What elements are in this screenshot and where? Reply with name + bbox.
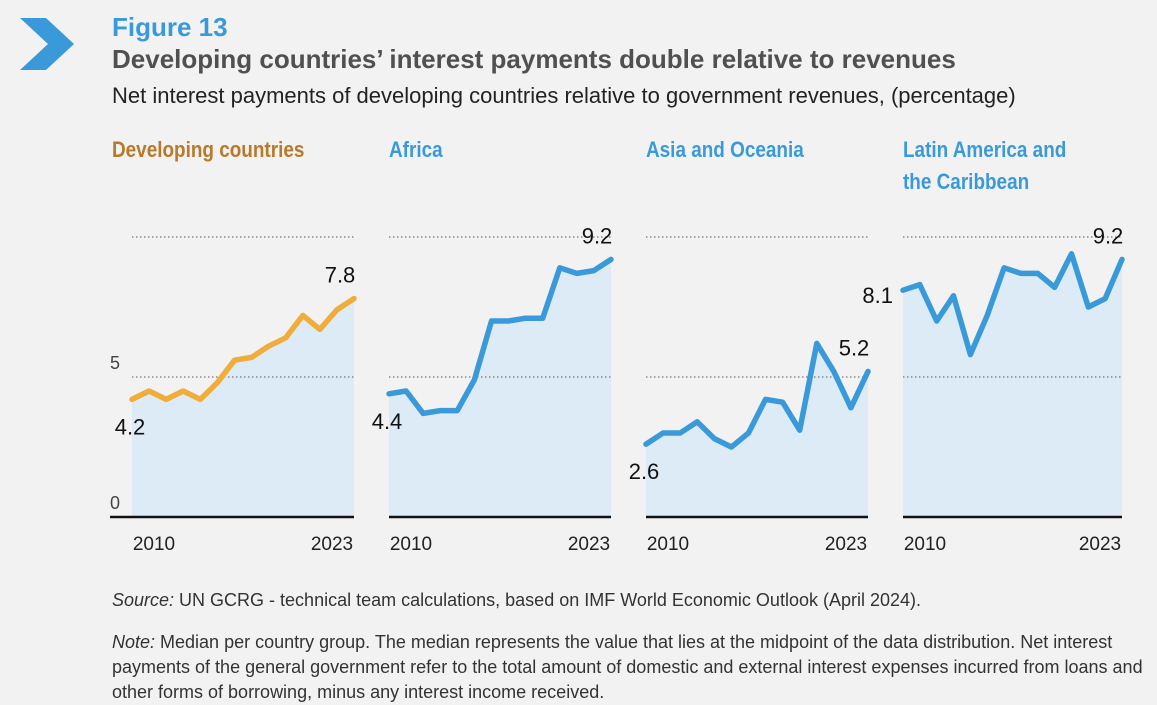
- panel-title-africa: Africa: [389, 134, 443, 166]
- x-tick-label: 2023: [311, 534, 353, 555]
- chevron-right-icon: [20, 18, 74, 70]
- x-tick-label: 2023: [568, 534, 610, 555]
- x-tick-label: 2023: [825, 534, 867, 555]
- series-area: [389, 259, 611, 517]
- series-area: [646, 343, 868, 517]
- panel-title-line: Latin America and: [903, 137, 1067, 162]
- source-text: UN GCRG - technical team calculations, b…: [174, 590, 922, 610]
- series-line: [643, 340, 871, 450]
- series-line: [386, 256, 614, 417]
- y-tick-label: 5: [110, 353, 120, 373]
- start-value-label: 2.6: [629, 459, 660, 484]
- series-area: [903, 253, 1122, 518]
- panel-title-line: Asia and Oceania: [646, 137, 804, 162]
- x-tick-label: 2010: [390, 534, 432, 555]
- end-value-label: 5.2: [839, 335, 870, 360]
- small-multiples-chart: 2010 2023 4.2 7.8 2010 2023 4.4 9.2 2010 2023 2.6 5…: [110, 223, 1125, 555]
- start-value-label: 8.1: [862, 283, 893, 308]
- panel-title-line: Africa: [389, 137, 443, 162]
- end-value-label: 9.2: [1093, 223, 1124, 248]
- figure-title: Developing countries’ interest payments …: [112, 44, 956, 74]
- x-tick-label: 2010: [904, 534, 946, 555]
- note-label: Note:: [112, 632, 156, 652]
- footnote: Note: Median per country group. The medi…: [112, 630, 1147, 705]
- end-value-label: 9.2: [582, 223, 613, 248]
- start-value-label: 4.4: [372, 409, 403, 434]
- panel-title-line: the Caribbean: [903, 169, 1030, 194]
- source-label: Source:: [112, 590, 175, 610]
- x-tick-label: 2010: [647, 534, 689, 555]
- panel-title-line: Developing countries: [112, 137, 305, 162]
- y-tick-label: 0: [110, 493, 120, 513]
- source-note: Source: UN GCRG - technical team calcula…: [112, 588, 1147, 613]
- panel-title-latam: Latin America and the Caribbean: [903, 134, 1066, 198]
- x-tick-label: 2023: [1079, 534, 1121, 555]
- panel-title-developing: Developing countries: [112, 134, 304, 166]
- panel-title-asia: Asia and Oceania: [646, 134, 804, 166]
- note-text: Median per country group. The median rep…: [112, 632, 1143, 702]
- start-value-label: 4.2: [115, 414, 146, 439]
- x-tick-label: 2010: [133, 534, 175, 555]
- series-area: [132, 298, 354, 517]
- end-value-label: 7.8: [325, 263, 356, 288]
- figure-label: Figure 13: [112, 12, 228, 42]
- series-line: [900, 251, 1125, 358]
- series-line: [129, 295, 357, 403]
- figure-subtitle: Net interest payments of developing coun…: [112, 83, 1016, 108]
